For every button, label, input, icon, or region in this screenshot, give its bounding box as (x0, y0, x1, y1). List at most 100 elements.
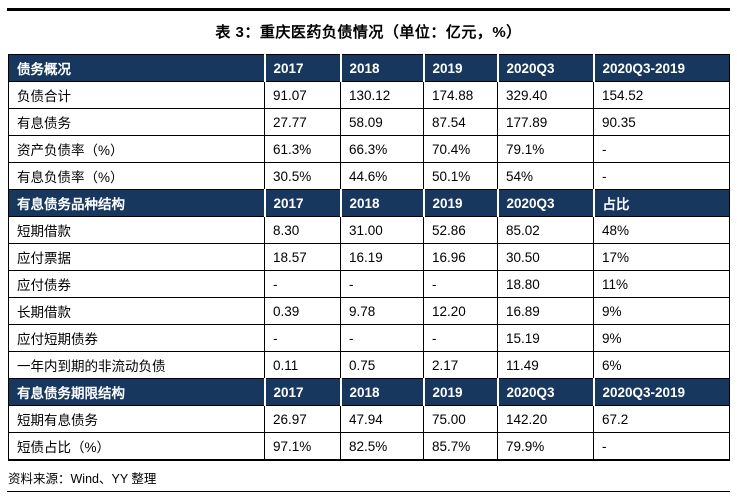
debt-table: 债务概况 2017 2018 2019 2020Q3 2020Q3-2019 负债合计 91.… (8, 54, 730, 461)
section-header-row-1: 有息债务品种结构 2017 2018 2019 2020Q3 占比 (8, 189, 730, 217)
value-cell: 67.2 (593, 405, 730, 433)
value-cell: 9% (593, 324, 730, 352)
table-row: 应付短期债券 - - -15.19 9% (8, 324, 730, 352)
column-header-cell: 2017 (263, 378, 342, 406)
table-row: 短期借款 8.30 31.00 52.86 85.02 48% (8, 216, 730, 244)
column-header-cell: 2017 (263, 54, 342, 82)
value-cell: 66.3% (340, 135, 424, 163)
row-label-cell: 长期借款 (8, 297, 265, 325)
row-label-cell: 短期借款 (8, 216, 265, 244)
value-cell: 58.09 (340, 108, 424, 136)
value-cell: 85.02 (497, 216, 594, 244)
row-label-cell: 短债占比（%） (8, 432, 265, 461)
column-header-cell: 2019 (422, 189, 499, 217)
column-header-cell: 2018 (339, 189, 425, 217)
value-cell: 154.52 (593, 81, 730, 109)
table-row: 资产负债率（%） 61.3% 66.3% 70.4% 79.1% - (8, 135, 730, 163)
value-cell: 85.7% (423, 432, 498, 461)
top-divider (7, 8, 730, 11)
value-cell: - (264, 324, 341, 352)
value-cell: 8.30 (264, 216, 341, 244)
value-cell: 16.19 (340, 243, 424, 271)
value-cell: 82.5% (340, 432, 424, 461)
table-row: 负债合计 91.07 130.12 174.88 329.40 154.52 (8, 81, 730, 109)
value-cell: 50.1% (423, 162, 498, 190)
table-row: 应付债券 - - -18.80 11% (8, 270, 730, 298)
column-header-cell: 2020Q3-2019 (592, 54, 730, 82)
value-cell: - (593, 432, 730, 461)
table-row: 有息债务 27.77 58.09 87.54 177.89 90.35 (8, 108, 730, 136)
value-cell: 54% (497, 162, 594, 190)
data-source-note: 资料来源：Wind、YY 整理 (8, 472, 157, 486)
value-cell: 0.75 (340, 351, 424, 379)
value-cell: 130.12 (340, 81, 424, 109)
value-cell: 17% (593, 243, 730, 271)
value-cell: - (593, 162, 730, 190)
table-row: 有息负债率（%） 30.5% 44.6% 50.1% 54% - (8, 162, 730, 190)
row-label-cell: 应付债券 (8, 270, 265, 298)
value-cell: 27.77 (264, 108, 341, 136)
value-cell: 2.17 (423, 351, 498, 379)
value-cell: 9.78 (340, 297, 424, 325)
value-cell: 52.86 (423, 216, 498, 244)
value-cell: 9% (593, 297, 730, 325)
bottom-divider (7, 491, 730, 492)
value-cell: 91.07 (264, 81, 341, 109)
value-cell: 75.00 (423, 405, 498, 433)
value-cell: 26.97 (264, 405, 341, 433)
value-cell: - (264, 270, 341, 298)
column-header-cell: 2020Q3-2019 (592, 378, 730, 406)
value-cell: 11% (593, 270, 730, 298)
section-header-row-2: 有息债务期限结构 2017 2018 2019 2020Q3 2020Q3-2019 (8, 378, 730, 406)
value-cell: 0.11 (264, 351, 341, 379)
section-title-cell: 债务概况 (8, 54, 266, 82)
value-cell: 47.94 (340, 405, 424, 433)
column-header-cell: 2019 (422, 378, 499, 406)
value-cell: 329.40 (497, 81, 594, 109)
table-row: 一年内到期的非流动负债 0.11 0.75 2.17 11.49 6% (8, 351, 730, 379)
column-header-cell: 2020Q3 (496, 189, 595, 217)
value-cell: 18.80 (497, 270, 594, 298)
value-cell: 48% (593, 216, 730, 244)
column-header-cell: 2019 (422, 54, 499, 82)
value-cell: 87.54 (423, 108, 498, 136)
column-header-cell: 2020Q3 (496, 378, 595, 406)
value-cell: 79.9% (497, 432, 594, 461)
row-label-cell: 应付短期债券 (8, 324, 265, 352)
value-cell: 12.20 (423, 297, 498, 325)
column-header-cell: 2018 (339, 378, 425, 406)
table-row: 短债占比（%） 97.1% 82.5% 85.7% 79.9% - (8, 432, 730, 461)
value-cell: 18.57 (264, 243, 341, 271)
table-row: 长期借款 0.39 9.78 12.20 16.89 9% (8, 297, 730, 325)
value-cell: 30.50 (497, 243, 594, 271)
column-header-cell: 2020Q3 (496, 54, 595, 82)
value-cell: 97.1% (264, 432, 341, 461)
value-cell: 0.39 (264, 297, 341, 325)
value-cell: - (423, 324, 498, 352)
table-row: 短期有息债务 26.97 47.94 75.00 142.20 67.2 (8, 405, 730, 433)
section-header-row-0: 债务概况 2017 2018 2019 2020Q3 2020Q3-2019 (8, 54, 730, 82)
column-header-cell: 2018 (339, 54, 425, 82)
value-cell: 142.20 (497, 405, 594, 433)
value-cell: 16.96 (423, 243, 498, 271)
value-cell: 61.3% (264, 135, 341, 163)
value-cell: - (423, 270, 498, 298)
section-title-cell: 有息债务期限结构 (8, 378, 266, 406)
value-cell: - (340, 270, 424, 298)
section-title-cell: 有息债务品种结构 (8, 189, 266, 217)
row-label-cell: 负债合计 (8, 81, 265, 109)
row-label-cell: 有息负债率（%） (8, 162, 265, 190)
value-cell: 79.1% (497, 135, 594, 163)
column-header-cell: 占比 (592, 189, 730, 217)
value-cell: 90.35 (593, 108, 730, 136)
value-cell: 16.89 (497, 297, 594, 325)
value-cell: 70.4% (423, 135, 498, 163)
value-cell: 31.00 (340, 216, 424, 244)
value-cell: 30.5% (264, 162, 341, 190)
row-label-cell: 短期有息债务 (8, 405, 265, 433)
value-cell: 177.89 (497, 108, 594, 136)
table-caption: 表 3：重庆医药负债情况（单位：亿元，%） (215, 24, 522, 41)
value-cell: 15.19 (497, 324, 594, 352)
value-cell: - (593, 135, 730, 163)
